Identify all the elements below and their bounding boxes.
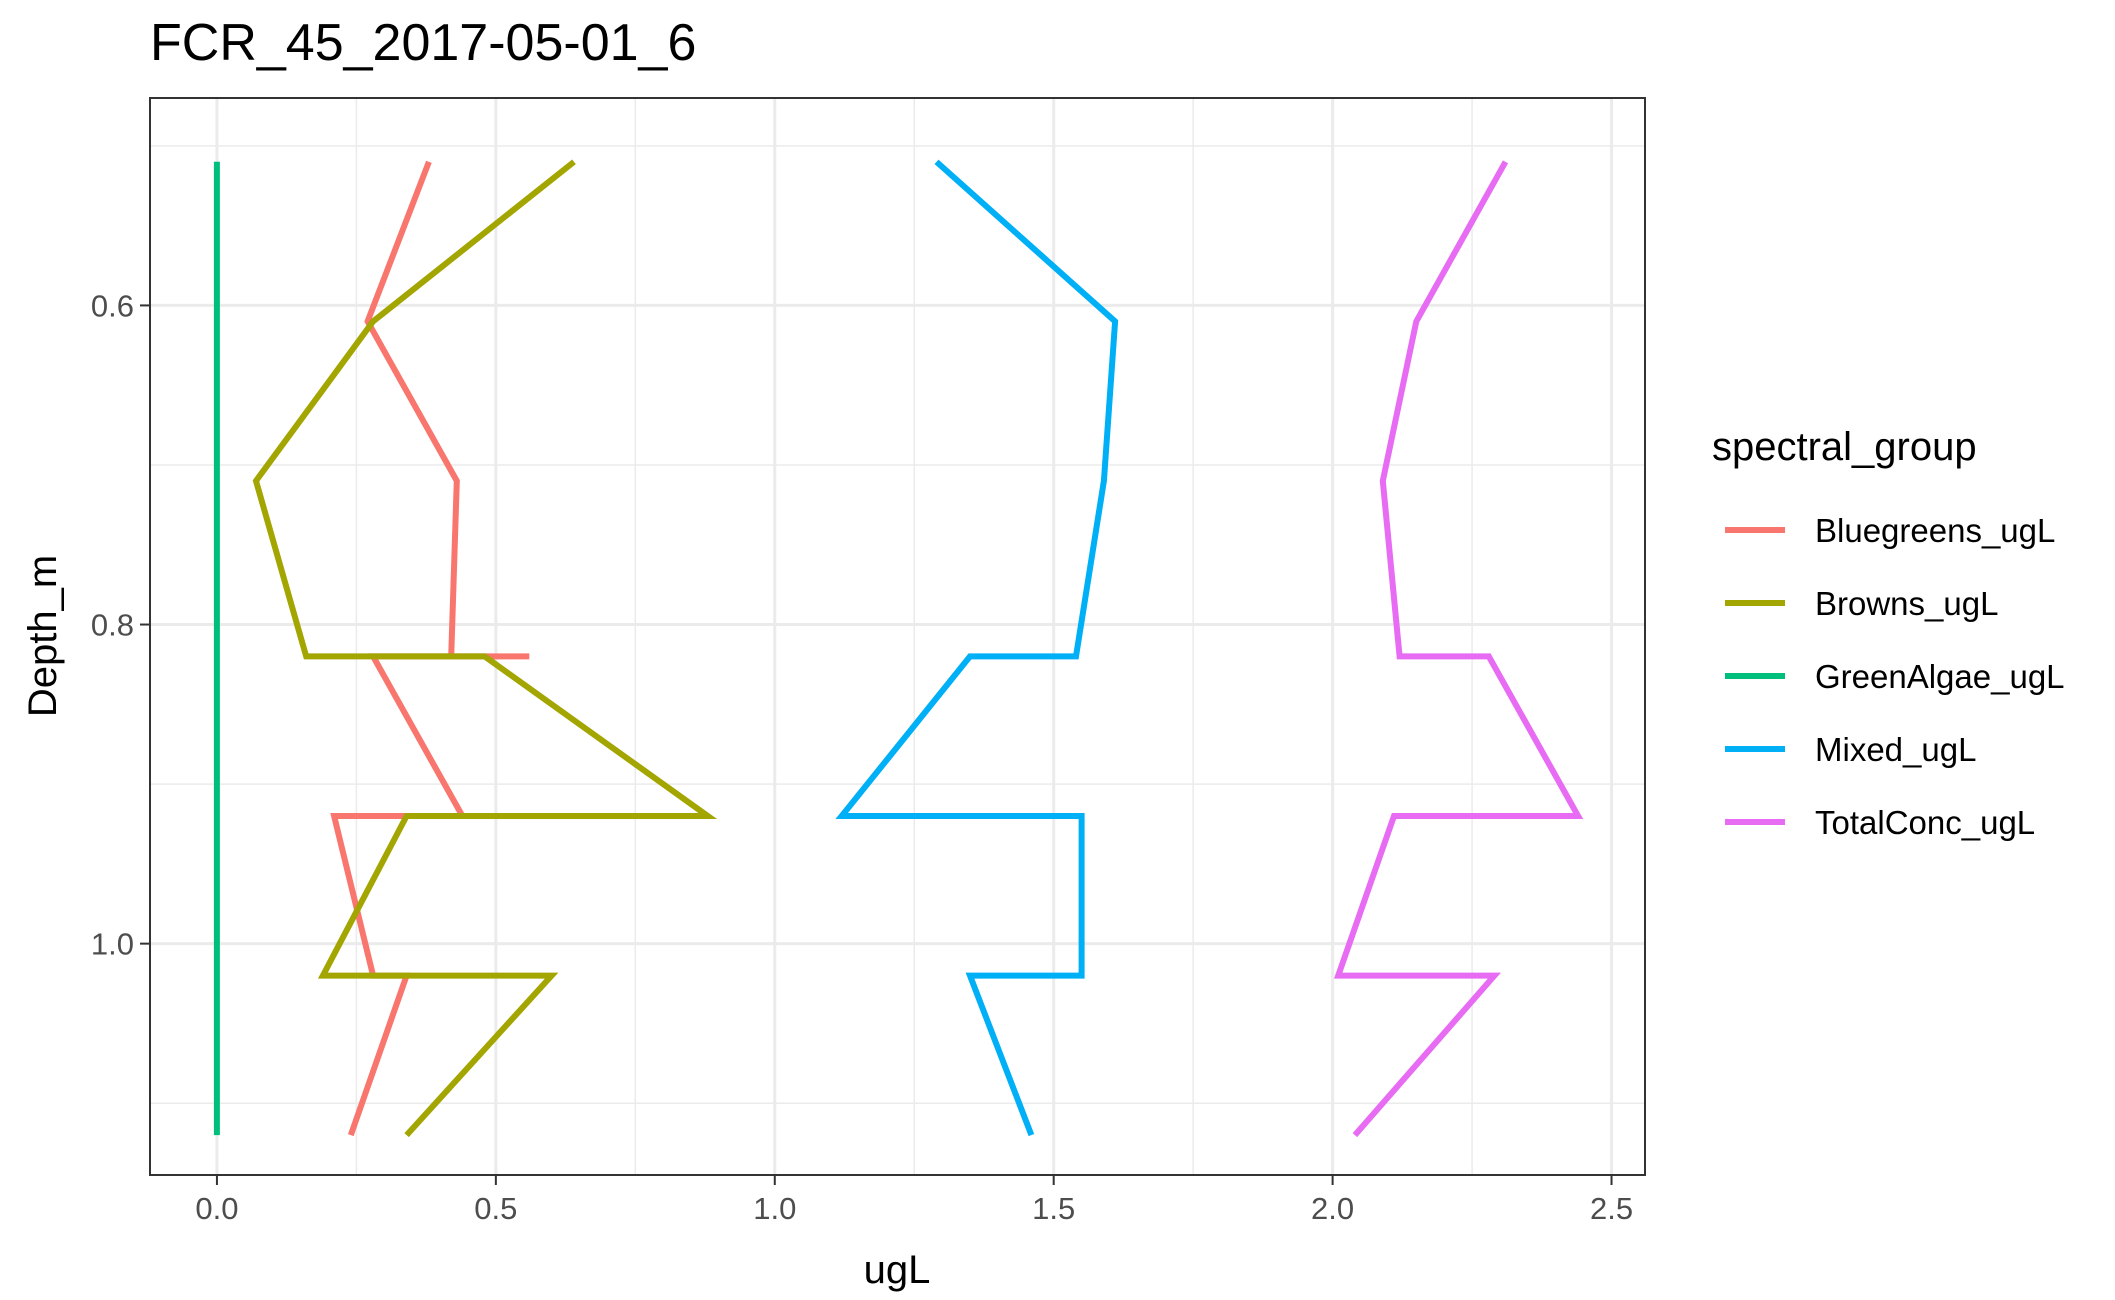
- y-tick-label: 0.8: [91, 608, 134, 643]
- plot-panel: [150, 98, 1645, 1175]
- x-tick-label: 0.5: [474, 1191, 517, 1226]
- legend-label: TotalConc_ugL: [1815, 804, 2035, 841]
- plot-border: [149, 97, 1646, 1176]
- y-tick-label: 0.6: [91, 288, 134, 323]
- legend-label: Bluegreens_ugL: [1815, 512, 2055, 549]
- x-axis-title: ugL: [864, 1248, 931, 1292]
- series-line-Browns_ugL: [252, 159, 718, 1138]
- y-tick-label: 1.0: [91, 927, 134, 962]
- legend-title: spectral_group: [1712, 425, 1977, 469]
- y-axis: 0.6 0.8 1.0: [91, 288, 150, 962]
- series-line-TotalConc_ugL: [1333, 160, 1584, 1138]
- y-axis-title: Depth_m: [21, 555, 65, 717]
- series-lines: [213, 159, 1584, 1138]
- legend-label: Mixed_ugL: [1815, 731, 1976, 768]
- x-tick-label: 1.5: [1032, 1191, 1075, 1226]
- x-tick-label: 2.5: [1590, 1191, 1633, 1226]
- grid-lines: [150, 98, 1645, 1175]
- legend-label: GreenAlgae_ugL: [1815, 658, 2065, 695]
- x-tick-label: 1.0: [753, 1191, 796, 1226]
- series-line-Mixed_ugL: [835, 159, 1119, 1137]
- chart-title: FCR_45_2017-05-01_6: [150, 14, 696, 72]
- legend: spectral_group Bluegreens_ugL Browns_ugL G…: [1712, 425, 2065, 841]
- legend-label: Browns_ugL: [1815, 585, 1998, 622]
- x-tick-label: 0.0: [195, 1191, 238, 1226]
- x-tick-label: 2.0: [1311, 1191, 1354, 1226]
- x-axis: 0.0 0.5 1.0 1.5 2.0 2.5: [195, 1175, 1633, 1226]
